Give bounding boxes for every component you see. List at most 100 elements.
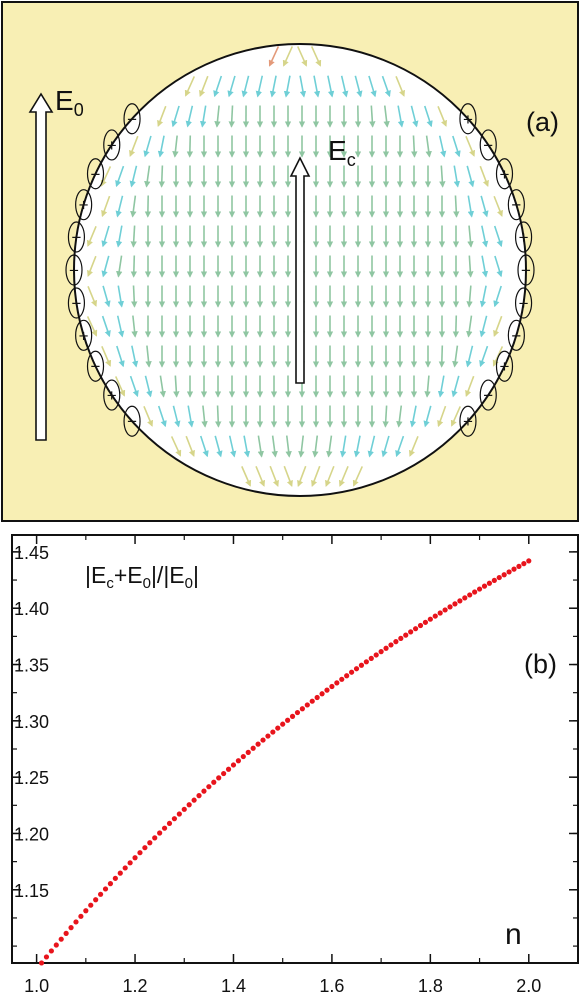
field-arrow: [437, 375, 445, 398]
field-arrow: [467, 195, 475, 218]
field-arrow: [172, 135, 179, 158]
field-arrow: [437, 105, 447, 127]
data-point: [216, 775, 222, 781]
field-arrow: [311, 465, 321, 488]
field-arrow: [101, 346, 112, 367]
field-arrow: [383, 105, 390, 128]
data-point: [260, 737, 266, 743]
data-point: [88, 902, 94, 908]
internal-field-arrow: [289, 156, 311, 384]
field-arrow: [465, 375, 475, 398]
negative-charge: −: [123, 103, 141, 135]
data-point: [78, 913, 84, 919]
field-arrow: [297, 465, 307, 488]
field-arrow: [86, 316, 98, 337]
data-point: [472, 589, 478, 595]
data-point: [526, 558, 532, 564]
negative-charge: −: [67, 221, 86, 253]
field-arrow: [257, 435, 264, 458]
data-point: [221, 770, 227, 777]
svg-text:−: −: [483, 386, 493, 405]
data-point: [398, 635, 404, 641]
data-point: [422, 619, 429, 625]
data-point: [476, 586, 483, 592]
field-arrow: [450, 406, 461, 427]
negative-charge: −: [479, 379, 497, 411]
data-point: [427, 616, 433, 622]
data-point: [383, 645, 389, 651]
data-point: [196, 793, 202, 799]
field-arrow: [327, 75, 335, 98]
field-arrow: [352, 466, 364, 487]
field-arrow: [130, 195, 137, 218]
data-point: [265, 733, 271, 739]
data-point: [363, 659, 369, 665]
field-arrow: [467, 255, 474, 278]
field-arrow: [185, 105, 194, 128]
negative-charge: −: [86, 350, 105, 382]
data-point: [412, 626, 419, 632]
field-arrow: [129, 135, 139, 157]
applied-field-arrow: [28, 92, 54, 441]
field-arrow: [425, 135, 432, 158]
field-arrow: [157, 405, 167, 428]
positive-charge: +: [103, 129, 121, 161]
field-arrow: [145, 345, 152, 368]
field-arrow: [466, 285, 473, 308]
data-point: [152, 835, 158, 841]
data-point: [353, 666, 360, 672]
x-tick-label: 1.6: [319, 976, 344, 996]
negative-charge: −: [517, 254, 535, 286]
data-point: [417, 622, 424, 629]
positive-charge: +: [103, 379, 121, 411]
data-point: [147, 840, 153, 846]
data-point: [43, 954, 50, 960]
svg-text:+: +: [69, 261, 79, 280]
data-point: [142, 845, 148, 851]
field-arrow: [100, 166, 112, 187]
field-arrow: [452, 345, 459, 368]
field-arrow: [282, 46, 294, 67]
field-arrow: [144, 165, 151, 188]
field-arrow: [481, 225, 489, 248]
x-tick-label: 2.0: [516, 976, 541, 996]
svg-text:−: −: [71, 294, 81, 313]
panel-b-label: (b): [524, 649, 557, 679]
data-point: [68, 925, 74, 931]
field-arrow: [466, 315, 473, 338]
data-point: [358, 662, 365, 668]
data-point: [171, 816, 178, 822]
field-arrow: [382, 405, 389, 428]
negative-charge: −: [86, 158, 105, 190]
field-arrow: [117, 285, 125, 308]
field-arrow: [271, 435, 278, 458]
y-tick-label: 1.30: [14, 712, 49, 732]
field-arrow: [115, 225, 123, 248]
negative-charge: −: [507, 189, 525, 221]
field-arrow: [493, 315, 503, 338]
data-point: [285, 717, 291, 723]
field-arrow: [410, 105, 419, 128]
data-point: [304, 702, 310, 708]
field-arrow: [397, 105, 405, 128]
field-arrow: [283, 465, 293, 488]
data-point: [329, 683, 335, 690]
data-point: [516, 563, 522, 569]
field-arrow: [479, 345, 489, 368]
data-point: [442, 607, 448, 613]
data-point: [161, 825, 168, 831]
e0-label: E0: [55, 85, 84, 120]
positive-charge: +: [495, 350, 514, 382]
data-point: [452, 601, 458, 607]
field-arrow: [131, 285, 138, 308]
svg-text:−: −: [71, 228, 81, 247]
x-tick-label: 1.4: [221, 976, 246, 996]
svg-text:−: −: [127, 110, 137, 129]
field-arrow: [129, 165, 138, 188]
field-arrow: [201, 405, 208, 428]
x-tick-label: 1.8: [418, 976, 443, 996]
data-point: [97, 891, 104, 897]
y-tick-label: 1.20: [14, 824, 49, 844]
data-point: [491, 577, 497, 584]
field-arrow: [493, 225, 503, 248]
